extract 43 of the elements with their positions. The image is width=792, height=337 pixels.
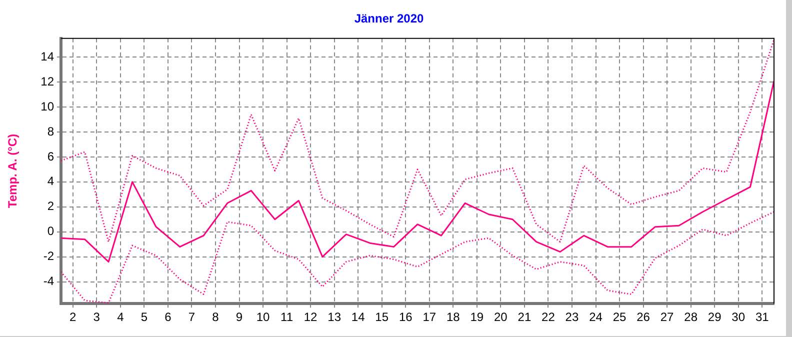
x-tick-label: 2 — [70, 310, 77, 324]
x-tick-label: 7 — [188, 310, 196, 324]
x-tick-label: 30 — [732, 310, 746, 324]
y-tick-label: 0 — [47, 224, 54, 238]
x-tick-label: 5 — [140, 310, 148, 324]
x-tick-label: 6 — [164, 310, 172, 324]
x-tick-label: 20 — [494, 310, 508, 324]
y-axis-title: Temp. A. (°C) — [6, 134, 20, 208]
x-tick-label: 12 — [304, 310, 318, 324]
x-tick-label: 24 — [589, 310, 603, 324]
y-tick-label: 10 — [40, 99, 54, 114]
x-tick-label: 3 — [93, 310, 100, 324]
x-tick-label: 16 — [398, 310, 413, 324]
x-tick-label: 14 — [351, 310, 366, 324]
y-tick-label: 4 — [47, 174, 54, 188]
x-tick-label: 4 — [117, 310, 124, 324]
x-tick-label: 21 — [518, 310, 532, 324]
y-tick-label: 12 — [40, 74, 54, 88]
y-tick-label: 8 — [47, 124, 54, 138]
x-tick-label: 9 — [236, 310, 243, 324]
chart-title: Jänner 2020 — [354, 12, 424, 26]
y-tick-label: 14 — [40, 49, 54, 64]
x-tick-label: 31 — [755, 310, 770, 324]
line-series — [61, 38, 774, 243]
y-tick-label: 2 — [47, 199, 54, 214]
x-tick-label: 19 — [470, 310, 484, 324]
x-tick-label: 25 — [612, 310, 627, 324]
y-tick-label: 6 — [47, 149, 54, 164]
y-tick-label: -2 — [43, 249, 54, 264]
x-tick-label: 11 — [280, 310, 294, 324]
x-tick-label: 10 — [256, 310, 270, 324]
x-tick-label: 8 — [212, 310, 220, 324]
x-tick-label: 17 — [422, 310, 436, 324]
x-tick-label: 13 — [328, 310, 342, 324]
x-tick-label: 18 — [446, 310, 460, 324]
x-tick-label: 22 — [542, 310, 556, 324]
y-tick-label: -4 — [43, 274, 54, 288]
x-tick-label: 28 — [684, 310, 698, 324]
x-tick-label: 27 — [660, 310, 674, 324]
x-tick-label: 26 — [636, 310, 650, 324]
x-tick-label: 29 — [708, 310, 722, 324]
x-tick-label: 15 — [375, 310, 389, 324]
x-tick-label: 23 — [565, 310, 579, 324]
